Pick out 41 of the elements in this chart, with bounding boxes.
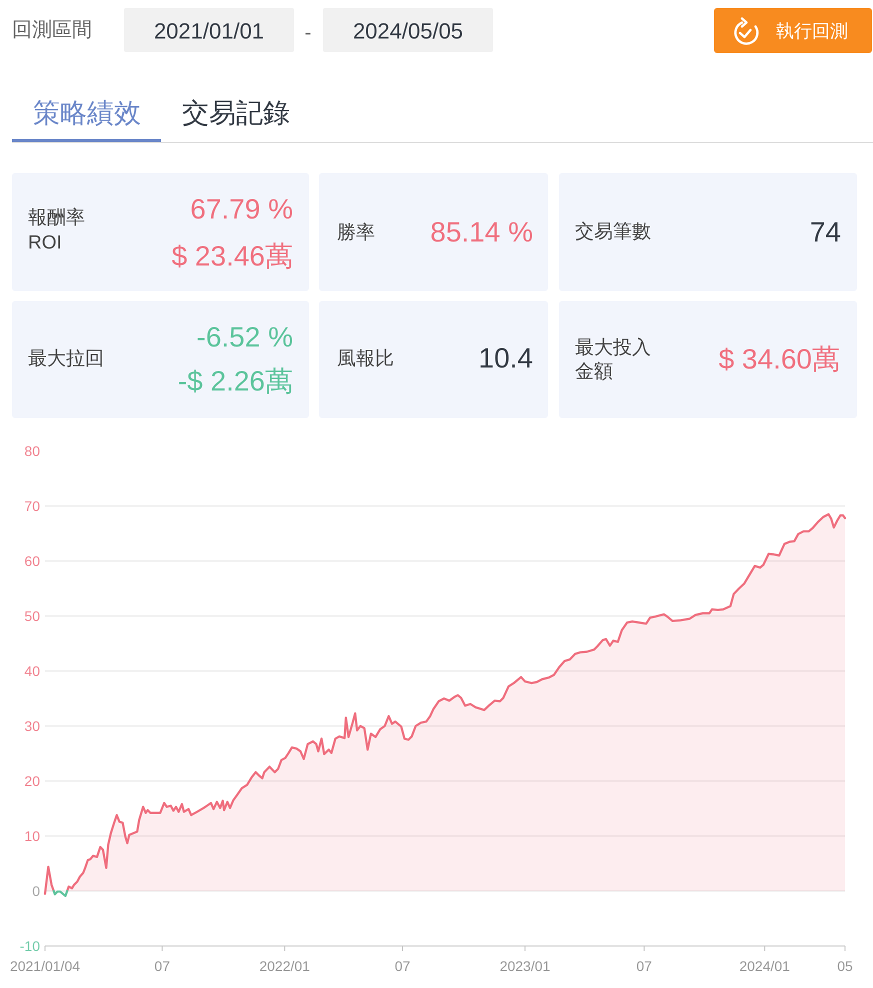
- x-tick-label: 07: [636, 958, 652, 974]
- y-tick-label: 10: [24, 828, 40, 844]
- text: 67.79 %: [190, 194, 293, 224]
- y-tick-label: 20: [24, 773, 40, 789]
- text: -$ 2.26萬: [178, 366, 293, 396]
- text: 策略績效: [33, 98, 141, 128]
- text: -: [304, 22, 312, 44]
- x-tick-label: 2023/01: [500, 958, 551, 974]
- y-tick-label: 70: [24, 498, 40, 514]
- text: $ 23.46萬: [172, 240, 293, 272]
- y-tick-label: 30: [24, 718, 40, 734]
- text: $ 34.60萬: [718, 344, 840, 374]
- y-tick-label: 40: [24, 663, 40, 679]
- y-tick-label: 80: [24, 443, 40, 459]
- text: 最大投入: [575, 338, 651, 358]
- x-tick-label: 07: [154, 958, 170, 974]
- y-tick-label: 50: [24, 608, 40, 624]
- y-tick-label: 0: [32, 883, 40, 899]
- y-tick-label: 60: [24, 553, 40, 569]
- text: 2024/05/05: [352, 18, 464, 44]
- text: 74: [810, 216, 841, 248]
- x-tick-label: 07: [394, 958, 411, 974]
- text: 交易筆數: [575, 220, 651, 242]
- text: 勝率: [337, 222, 375, 244]
- text: 交易記錄: [182, 98, 290, 128]
- x-tick-label: 05: [837, 958, 853, 974]
- x-tick-label: 2021/01/04: [10, 958, 80, 974]
- text: -6.52 %: [196, 322, 293, 352]
- text: 最大拉回: [28, 348, 104, 370]
- text: 金額: [575, 362, 613, 382]
- text: 報酬率: [28, 206, 85, 228]
- text: 2021/01/01: [154, 18, 264, 44]
- text: 10.4: [478, 342, 533, 374]
- text: 執行回測: [776, 21, 848, 41]
- text: 回測區間: [12, 19, 92, 41]
- x-tick-label: 2024/01: [739, 958, 790, 974]
- text: 風報比: [337, 348, 394, 370]
- text: ROI: [28, 232, 62, 254]
- x-tick-label: 2022/01: [259, 958, 310, 974]
- text: 85.14 %: [430, 216, 533, 248]
- y-tick-label: -10: [20, 938, 40, 954]
